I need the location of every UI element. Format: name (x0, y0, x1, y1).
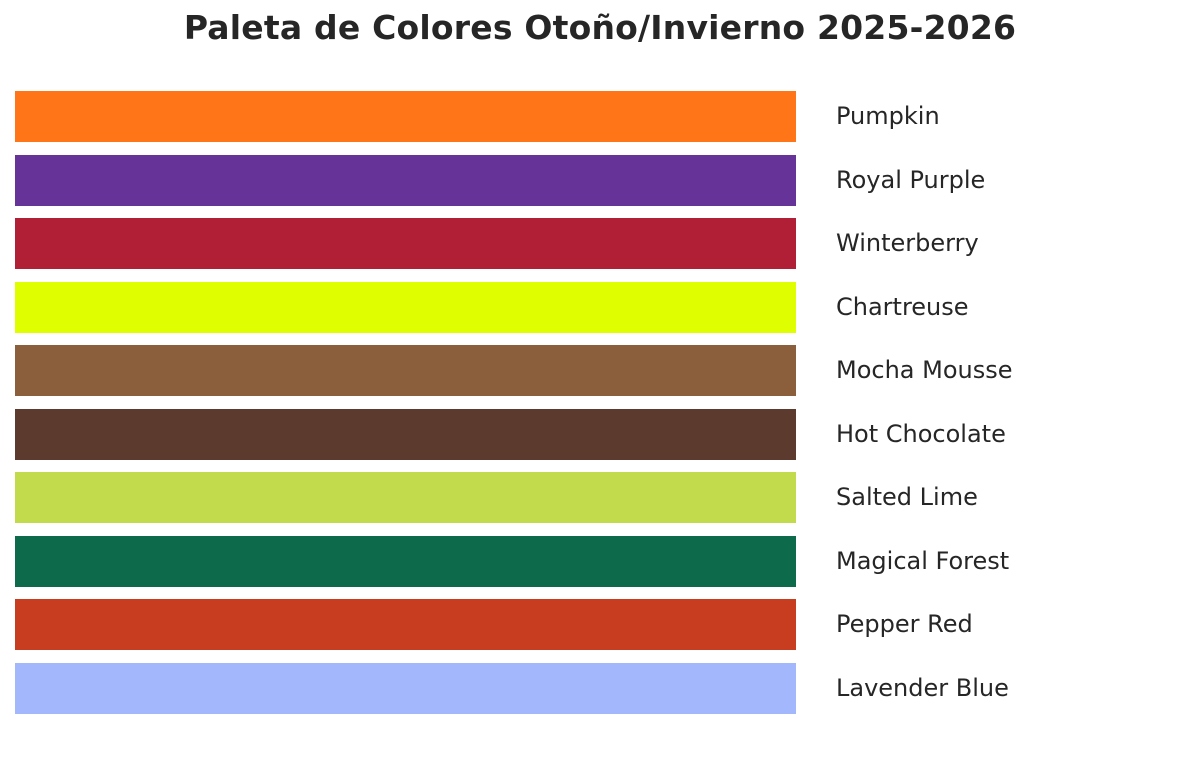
color-swatch (15, 599, 796, 650)
color-swatch (15, 472, 796, 523)
color-name-label: Salted Lime (836, 483, 978, 511)
color-swatch (15, 91, 796, 142)
color-swatch (15, 155, 796, 206)
color-swatch (15, 663, 796, 714)
color-name-label: Lavender Blue (836, 674, 1009, 702)
color-swatch (15, 409, 796, 460)
color-name-label: Chartreuse (836, 293, 969, 321)
color-name-label: Mocha Mousse (836, 356, 1013, 384)
color-name-label: Magical Forest (836, 547, 1010, 575)
color-swatch (15, 345, 796, 396)
color-swatch (15, 218, 796, 269)
color-swatch (15, 536, 796, 587)
color-name-label: Pepper Red (836, 610, 973, 638)
color-name-label: Winterberry (836, 229, 979, 257)
chart-title: Paleta de Colores Otoño/Invierno 2025-20… (183, 8, 1017, 47)
color-name-label: Hot Chocolate (836, 420, 1006, 448)
color-swatch (15, 282, 796, 333)
color-name-label: Pumpkin (836, 102, 940, 130)
color-name-label: Royal Purple (836, 166, 986, 194)
